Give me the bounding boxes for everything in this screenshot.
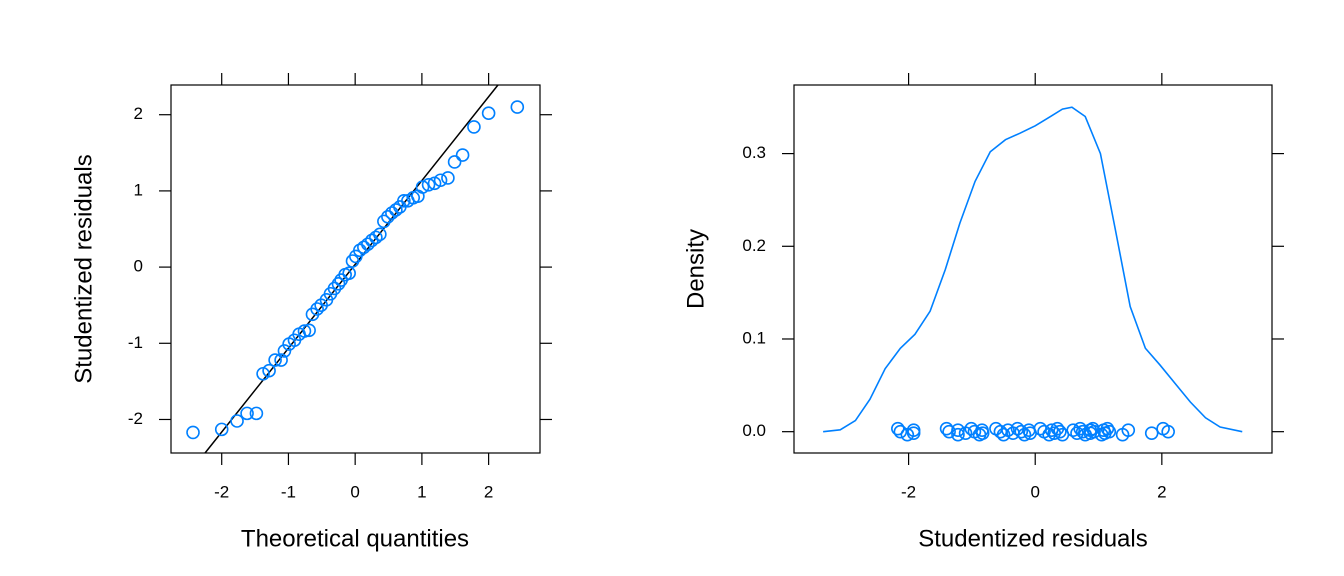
point [415,180,430,194]
point [230,414,244,428]
point [277,344,292,358]
x-tick-label: 1 [417,482,426,501]
rug-point [1087,424,1101,439]
x-tick-label: -2 [901,482,916,501]
point [361,237,375,252]
point [302,323,316,338]
x-tick-label: 2 [484,482,493,501]
y-axis-label: Density [682,229,709,309]
y-tick-label: 1 [134,180,143,199]
rug-point [1017,427,1032,442]
point [369,230,383,245]
rug-point [893,424,908,439]
y-tick-label: -1 [128,333,143,352]
rug-point [1053,424,1067,439]
point [214,422,229,437]
rug-point [975,426,990,440]
rug-point [1121,423,1136,437]
point [262,363,276,378]
rug-point [1144,426,1159,440]
x-tick-label: 2 [1157,482,1166,501]
rug-point [951,423,965,437]
point [327,281,342,296]
point [186,425,200,440]
point [481,106,496,120]
rug-point [951,427,965,442]
point [310,302,324,316]
point [274,353,288,367]
point [510,100,525,114]
rug-point [891,421,905,436]
density-curve [823,106,1243,433]
rug-point [1161,424,1175,439]
point [249,406,264,421]
point [268,353,282,367]
point [357,240,371,255]
y-tick-label: 2 [134,104,143,123]
rug-point [996,427,1011,442]
x-tick-label: 0 [350,482,359,501]
x-tick-label: -1 [281,482,296,501]
point [373,227,387,242]
panel-frame [793,84,1273,454]
rug-point [939,421,954,436]
panel-frame [170,84,541,454]
y-axis-label: Studentized residuals [70,154,97,383]
y-tick-label: 0.3 [742,143,766,162]
y-tick-label: 0.0 [742,421,766,440]
x-tick-label: -2 [214,482,229,501]
point [331,277,346,291]
rug-point [1066,423,1081,437]
y-tick-label: 0 [134,257,143,276]
point [441,171,455,185]
x-tick-label: 0 [1030,482,1039,501]
rug-point [1102,424,1117,439]
point [447,155,462,169]
rug-point [906,426,921,440]
rug-point [993,424,1008,439]
point [240,406,254,421]
x-axis-label: Studentized residuals [918,525,1147,552]
point [421,178,436,192]
point [433,173,448,188]
y-tick-label: -2 [128,409,143,428]
rug-point [1033,421,1048,436]
point [381,210,395,224]
y-tick-label: 0.1 [742,328,766,347]
point [455,148,470,162]
point [389,203,403,217]
point [467,120,481,134]
point [397,194,411,208]
reference-line [204,84,499,454]
point [297,324,312,338]
y-tick-label: 0.2 [742,236,766,255]
rug-point [1100,421,1115,436]
x-axis-label: Theoretical quantities [241,525,469,552]
point [342,266,356,280]
rug-point [942,424,956,439]
rug-point [1014,424,1029,439]
point [377,214,391,229]
